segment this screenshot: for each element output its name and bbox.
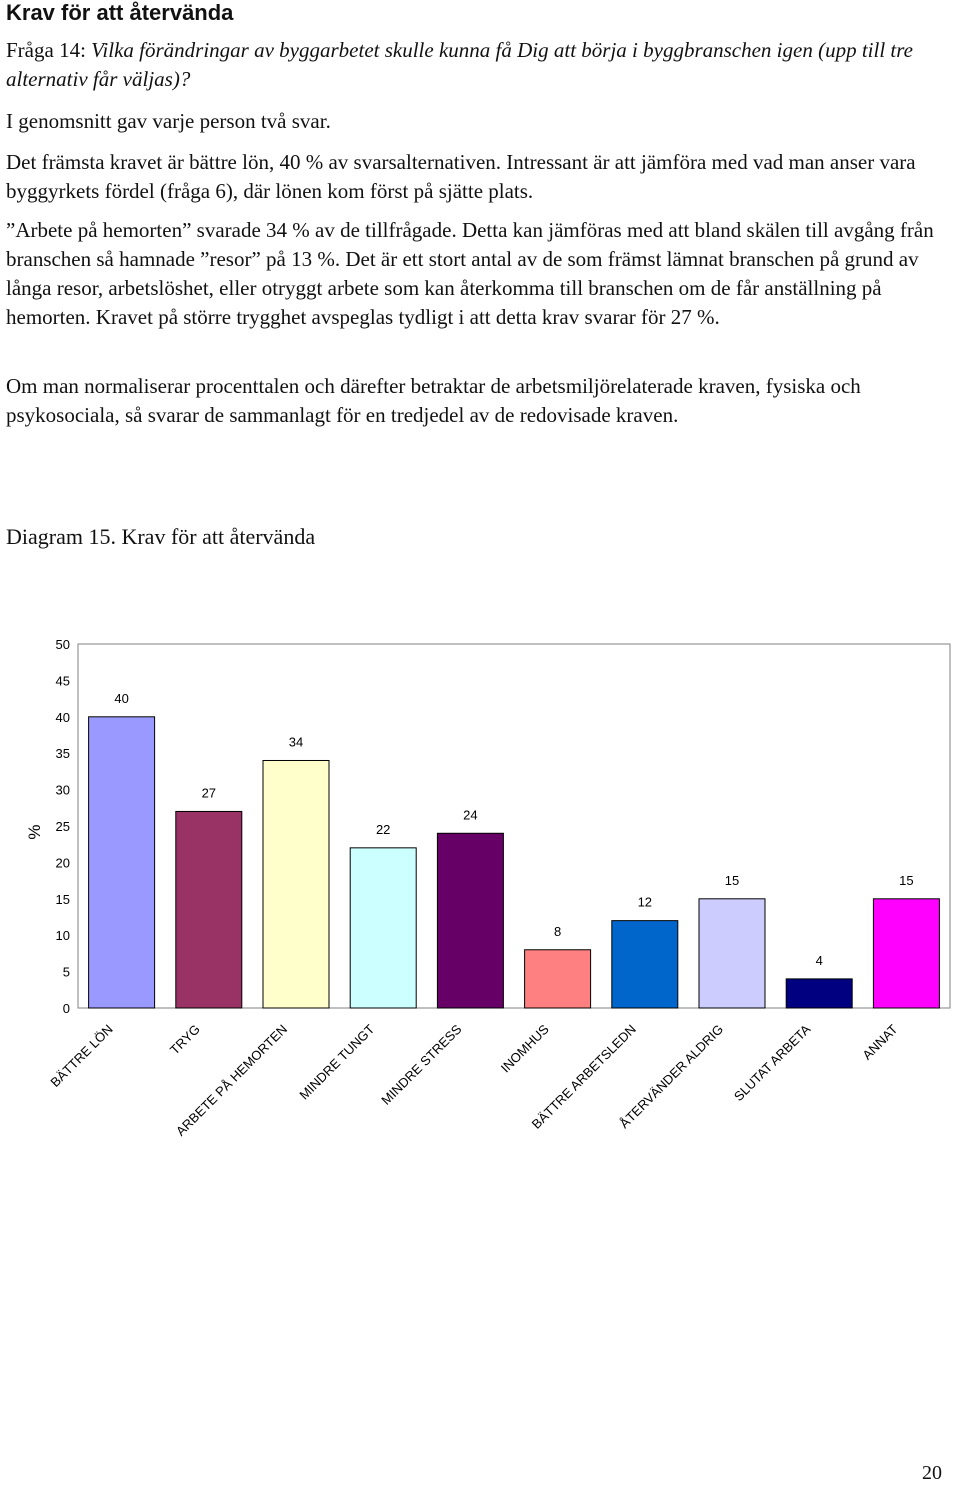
- category-label: TRYG: [167, 1022, 203, 1058]
- bar: [698, 898, 766, 1009]
- data-label: 8: [554, 924, 561, 939]
- paragraph-normalisation: Om man normaliserar procenttalen och där…: [6, 374, 861, 427]
- y-tick-label: 30: [56, 783, 70, 798]
- category-label: ANNAT: [859, 1021, 900, 1062]
- question-paragraph: Fråga 14: Vilka förändringar av byggarbe…: [6, 36, 946, 94]
- data-label: 12: [638, 895, 652, 910]
- y-tick-label: 25: [56, 819, 70, 834]
- y-tick-label: 45: [56, 673, 70, 688]
- paragraph-hometown: ”Arbete på hemorten” svarade 34 % av de …: [6, 218, 934, 329]
- bar: [785, 978, 853, 1009]
- bar-chart: 0 5 10 15 20 25 30 35 40 45 50% 40 BÄTTRE LÖN 27 TRYG 3…: [25, 637, 951, 1139]
- y-axis-label: %: [25, 824, 44, 839]
- bar: [349, 847, 417, 1009]
- y-tick-label: 0: [63, 1001, 70, 1016]
- category-label: INOMHUS: [498, 1021, 552, 1075]
- page-number: 20: [922, 1462, 942, 1484]
- category-label: MINDRE STRESS: [378, 1021, 464, 1107]
- bar: [88, 716, 156, 1009]
- y-tick-label: 35: [56, 746, 70, 761]
- bar: [872, 898, 940, 1009]
- category-label: MINDRE TUNGT: [296, 1021, 377, 1102]
- y-tick-label: 15: [56, 892, 70, 907]
- plot-area: [77, 643, 951, 1009]
- category-label: SLUTAT ARBETA: [731, 1021, 814, 1104]
- data-label: 24: [463, 807, 477, 822]
- data-label: 34: [289, 734, 303, 749]
- bar: [611, 920, 679, 1009]
- y-tick-label: 20: [56, 855, 70, 870]
- data-label: 27: [202, 785, 216, 800]
- data-label: 4: [816, 953, 823, 968]
- y-tick-label: 10: [56, 928, 70, 943]
- data-label: 15: [725, 873, 739, 888]
- paragraph-salary: Det främsta kravet är bättre lön, 40 % a…: [6, 150, 916, 203]
- data-label: 15: [899, 873, 913, 888]
- bar: [436, 832, 504, 1009]
- bar: [262, 759, 330, 1009]
- diagram-title: Diagram 15. Krav för att återvända: [6, 524, 316, 549]
- data-label: 22: [376, 822, 390, 837]
- y-tick-label: 40: [56, 710, 70, 725]
- category-label: BÄTTRE LÖN: [47, 1022, 115, 1090]
- question-text: Vilka förändringar av byggarbetet skulle…: [6, 38, 913, 91]
- y-tick-label: 5: [63, 965, 70, 980]
- bar: [175, 810, 243, 1009]
- y-tick-label: 50: [56, 637, 70, 652]
- data-label: 40: [114, 691, 128, 706]
- bar: [524, 949, 592, 1009]
- paragraph-average-answers: I genomsnitt gav varje person två svar.: [6, 109, 331, 133]
- section-heading: Krav för att återvända: [6, 0, 234, 25]
- question-prefix: Fråga 14:: [6, 38, 92, 62]
